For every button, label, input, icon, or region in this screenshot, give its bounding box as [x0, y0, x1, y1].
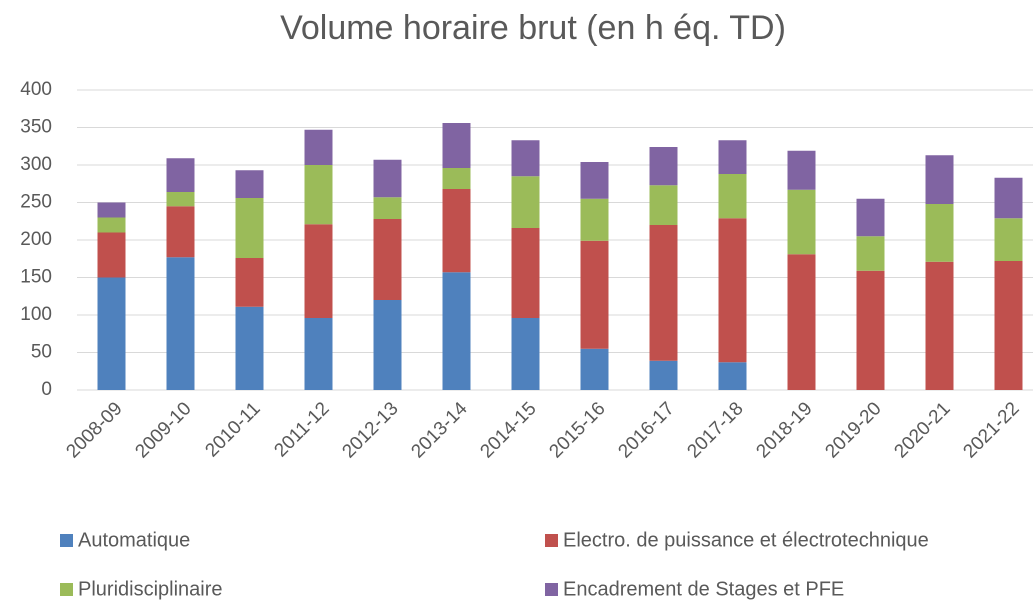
y-tick-label: 150: [20, 267, 52, 288]
x-tick-label: 2016-17: [614, 398, 678, 462]
y-tick-label: 250: [20, 192, 52, 213]
bar-segment: [442, 168, 471, 189]
x-tick-label: 2009-10: [131, 398, 195, 462]
bar-segment: [166, 158, 195, 192]
x-tick-label: 2014-15: [476, 398, 540, 462]
bar-segment: [925, 155, 954, 204]
bar-segment: [304, 129, 333, 165]
bar-segment: [304, 165, 333, 225]
bar-segment: [442, 272, 471, 390]
bar-segment: [373, 300, 402, 390]
x-tick-label: 2010-11: [201, 398, 264, 461]
bar-segment: [856, 270, 885, 390]
y-tick-label: 350: [20, 117, 52, 138]
bar-segment: [442, 123, 471, 168]
legend-swatch: [60, 583, 73, 596]
legend-label: Encadrement de Stages et PFE: [563, 578, 844, 600]
x-tick-label: 2019-20: [821, 398, 885, 462]
bar-segment: [304, 318, 333, 390]
bar-segment: [925, 261, 954, 390]
y-tick-label: 300: [20, 154, 52, 175]
bar-segment: [994, 177, 1023, 219]
bar-segment: [580, 348, 609, 390]
bar-segment: [166, 206, 195, 258]
bar-segment: [718, 174, 747, 219]
bar-segment: [649, 360, 678, 390]
y-tick-label: 50: [31, 342, 52, 363]
x-tick-label: 2018-19: [752, 398, 816, 462]
legend-swatch: [60, 534, 73, 547]
bar-segment: [718, 362, 747, 390]
x-tick-label: 2008-09: [62, 398, 126, 462]
bar-segment: [856, 236, 885, 271]
bar-segment: [649, 225, 678, 361]
legend-label: Electro. de puissance et électrotechniqu…: [563, 529, 929, 551]
x-tick-label: 2017-18: [683, 398, 747, 462]
bar-segment: [235, 306, 264, 390]
y-tick-label: 200: [20, 229, 52, 250]
y-tick-label: 0: [41, 379, 52, 400]
chart-title: Volume horaire brut (en h éq. TD): [280, 9, 786, 47]
x-tick-label: 2021-22: [959, 398, 1023, 462]
bar-segment: [166, 257, 195, 390]
bar-segment: [649, 147, 678, 186]
bar-segment: [442, 189, 471, 273]
y-tick-label: 400: [20, 79, 52, 100]
legend-label: Pluridisciplinaire: [78, 578, 223, 600]
bar-segment: [718, 218, 747, 363]
bar-segment: [97, 232, 126, 278]
bar-segment: [97, 277, 126, 390]
bar-segment: [97, 217, 126, 233]
legend-label: Automatique: [78, 529, 190, 551]
bar-segment: [304, 224, 333, 318]
bar-segment: [373, 197, 402, 219]
bar-segment: [787, 150, 816, 190]
x-tick-label: 2011-12: [270, 398, 333, 461]
bar-segment: [235, 170, 264, 198]
bar-segment: [166, 192, 195, 207]
bar-segment: [97, 202, 126, 218]
y-tick-label: 100: [20, 304, 52, 325]
bar-segment: [235, 198, 264, 258]
x-tick-label: 2015-16: [545, 398, 609, 462]
x-tick-label: 2020-21: [890, 398, 954, 462]
legend-swatch: [545, 534, 558, 547]
bar-segment: [511, 318, 540, 390]
bar-segment: [580, 198, 609, 241]
bar-segment: [580, 240, 609, 349]
bar-segment: [373, 219, 402, 300]
bar-segment: [235, 258, 264, 307]
bar-segment: [580, 162, 609, 199]
x-tick-label: 2012-13: [338, 398, 402, 462]
bar-segment: [511, 140, 540, 177]
bar-segment: [718, 140, 747, 174]
bar-segment: [994, 261, 1023, 390]
legend-swatch: [545, 583, 558, 596]
x-tick-label: 2013-14: [407, 398, 471, 462]
bar-segment: [925, 204, 954, 262]
bar-segment: [787, 254, 816, 390]
bar-segment: [994, 218, 1023, 261]
bar-segment: [856, 198, 885, 237]
bar-segment: [649, 185, 678, 225]
bar-segment: [511, 176, 540, 228]
bar-segment: [511, 228, 540, 318]
bar-segment: [373, 159, 402, 198]
bar-segment: [787, 189, 816, 255]
